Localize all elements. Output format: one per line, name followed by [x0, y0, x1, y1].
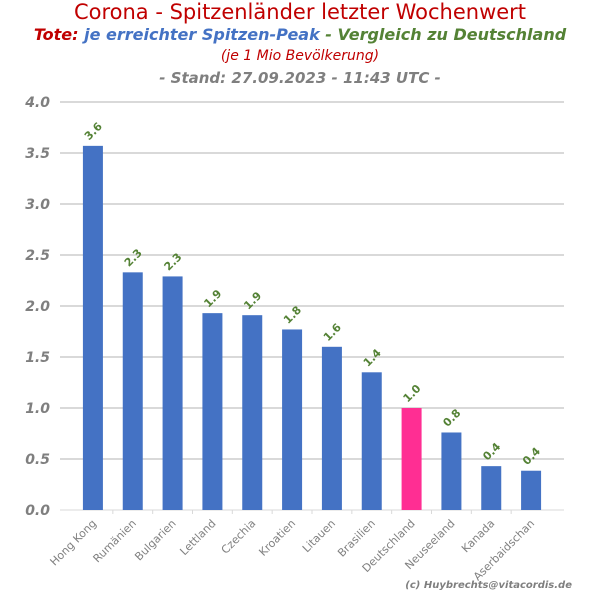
- x-tick-label: Bulgarien: [132, 517, 178, 563]
- data-label: 1.0: [401, 382, 424, 405]
- y-tick-label: 0.5: [25, 452, 50, 468]
- data-label: 0.8: [440, 407, 463, 430]
- bar-hong-kong: [82, 145, 103, 511]
- x-tick-label: Rumänien: [91, 517, 139, 565]
- subtitle-vergleich: - Vergleich zu Deutschland: [319, 25, 567, 44]
- y-tick-label: 2.0: [25, 299, 50, 315]
- y-tick-label: 3.5: [25, 146, 50, 162]
- y-tick-label: 4.0: [24, 95, 50, 111]
- x-tick-label: Litauen: [300, 517, 338, 555]
- bar-neuseeland: [441, 432, 462, 510]
- y-tick-label: 0.0: [25, 503, 50, 519]
- bar-deutschland: [401, 408, 422, 510]
- chart-title: Corona - Spitzenländer letzter Wochenwer…: [73, 0, 527, 24]
- y-axis: 0.0 0.5 1.0 1.5 2.0 2.5 3.0 3.5 4.0: [24, 95, 50, 519]
- x-tick-label: Kanada: [459, 517, 497, 555]
- data-label: 2.3: [122, 246, 145, 269]
- bars: [82, 145, 542, 511]
- x-tick-label: Lettland: [177, 517, 218, 558]
- bar-czechia: [242, 315, 263, 510]
- x-tick-label: Kroatien: [256, 517, 298, 559]
- bar-litauen: [321, 346, 342, 510]
- data-label: 2.3: [162, 250, 185, 273]
- y-tick-label: 1.0: [25, 401, 50, 417]
- x-tick-label: Hong Kong: [48, 517, 99, 568]
- x-tick-label: Czechia: [219, 517, 259, 557]
- chart-subtitle-population: (je 1 Mio Bevölkerung): [220, 48, 380, 64]
- data-label: 3.6: [82, 120, 105, 143]
- y-tick-label: 3.0: [25, 197, 50, 213]
- y-tick-label: 1.5: [25, 350, 50, 366]
- subtitle-tote: Tote:: [33, 25, 79, 44]
- bar-rumänien: [122, 272, 143, 510]
- data-labels: 3.62.3 2.31.9 1.91.81.61.41.00.80.4 0.4: [82, 120, 543, 468]
- data-label: 1.9: [241, 289, 264, 312]
- bar-aserbaidschan: [521, 470, 542, 510]
- bar-bulgarien: [162, 276, 183, 510]
- chart-timestamp: - Stand: 27.09.2023 - 11:43 UTC -: [159, 69, 441, 87]
- chart-subtitle: Tote: je erreichter Spitzen-Peak - Vergl…: [0, 25, 600, 45]
- bar-kroatien: [282, 329, 303, 510]
- data-label: 0.4: [520, 445, 543, 468]
- data-label: 1.4: [361, 346, 384, 369]
- y-tick-label: 2.5: [25, 248, 50, 264]
- copyright-credit: (c) Huybrechts@vitacordis.de: [405, 580, 572, 591]
- bar-kanada: [481, 466, 502, 510]
- gridlines: [60, 101, 564, 511]
- subtitle-peak: je erreichter Spitzen-Peak: [78, 25, 320, 44]
- data-label: 1.6: [321, 321, 344, 344]
- bar-lettland: [202, 313, 223, 510]
- bar-brasilien: [361, 372, 382, 510]
